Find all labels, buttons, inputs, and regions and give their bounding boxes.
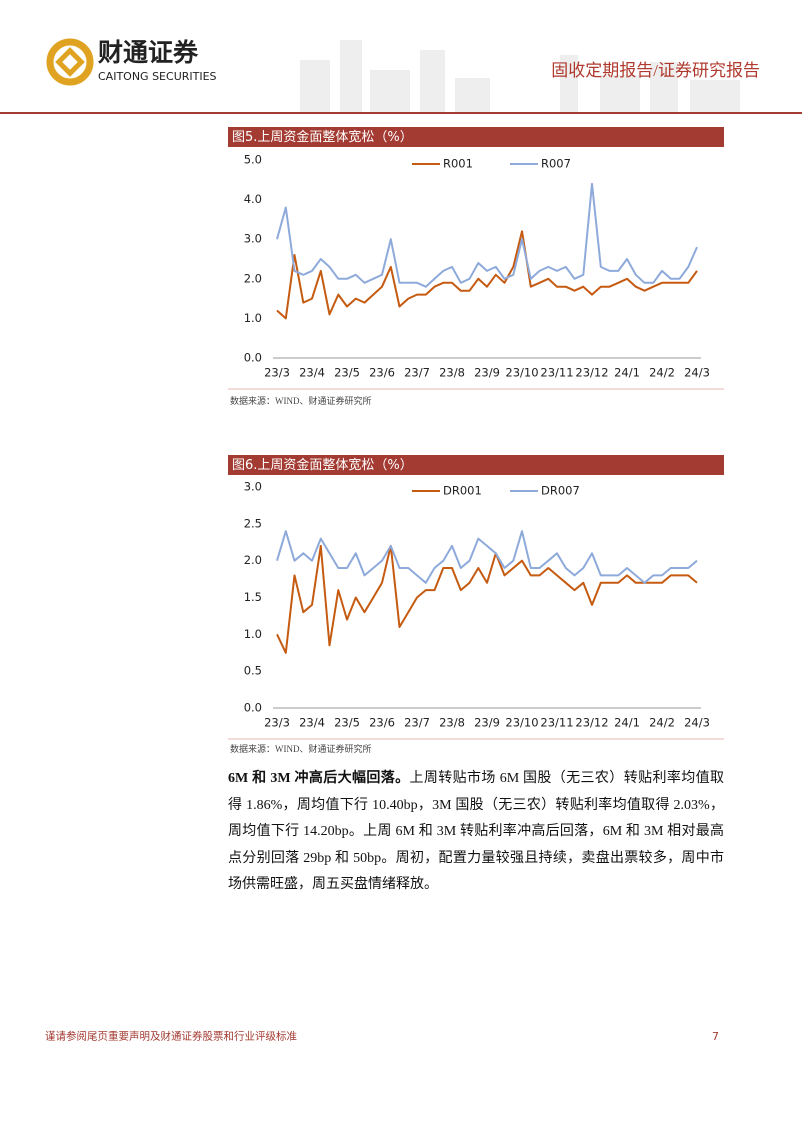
x-tick-label: 23/8 [439, 366, 465, 380]
x-tick-label: 23/11 [540, 716, 573, 730]
skyline [300, 40, 740, 112]
company-name: 财通证券 [98, 38, 199, 67]
figure-title-bar [228, 127, 724, 147]
x-tick-label: 23/5 [334, 716, 360, 730]
y-tick-label: 3.0 [244, 232, 262, 246]
x-tick-label: 23/10 [505, 716, 538, 730]
company-name-en: CAITONG SECURITIES [98, 70, 217, 83]
x-tick-label: 24/1 [614, 716, 640, 730]
y-tick-label: 1.0 [244, 311, 262, 325]
y-tick-label: 3.0 [244, 480, 262, 494]
x-tick-label: 23/12 [575, 716, 608, 730]
figure-title: 图6.上周资金面整体宽松（%） [232, 457, 413, 473]
x-tick-label: 24/2 [649, 716, 675, 730]
y-tick-label: 5.0 [244, 153, 262, 167]
y-tick-label: 1.0 [244, 627, 262, 641]
x-tick-label: 23/8 [439, 716, 465, 730]
x-tick-label: 23/3 [264, 366, 290, 380]
y-tick-label: 0.0 [244, 351, 262, 365]
page-number: 7 [712, 1030, 719, 1043]
y-tick-label: 0.0 [244, 701, 262, 715]
y-tick-label: 2.0 [244, 553, 262, 567]
x-tick-label: 23/11 [540, 366, 573, 380]
x-tick-label: 23/4 [299, 716, 325, 730]
y-tick-label: 1.5 [244, 590, 262, 604]
x-tick-label: 23/12 [575, 366, 608, 380]
x-tick-label: 23/7 [404, 716, 430, 730]
y-tick-label: 2.0 [244, 271, 262, 285]
series-line [276, 530, 698, 584]
source-note: 数据来源：WIND、财通证券研究所 [230, 395, 372, 406]
x-tick-label: 23/7 [404, 366, 430, 380]
x-tick-label: 24/1 [614, 366, 640, 380]
series-line [276, 230, 698, 320]
source-note: 数据来源：WIND、财通证券研究所 [230, 743, 372, 754]
x-tick-label: 24/3 [684, 716, 710, 730]
x-tick-label: 23/5 [334, 366, 360, 380]
x-tick-label: 23/3 [264, 716, 290, 730]
y-tick-label: 4.0 [244, 192, 262, 206]
figure-title-bar [228, 455, 724, 475]
legend-label: R001 [443, 157, 473, 171]
legend-label: DR007 [541, 484, 580, 498]
legend-label: DR001 [443, 484, 482, 498]
x-tick-label: 24/2 [649, 366, 675, 380]
paragraph: 上周转贴市场 6M 国股（无三农）转贴利率均值取得 1.86%，周均值下行 10… [228, 771, 724, 892]
y-tick-label: 2.5 [244, 516, 262, 530]
figure-title: 图5.上周资金面整体宽松（%） [232, 129, 413, 145]
body-text: 6M 和 3M 冲高后大幅回落。上周转贴市场 6M 国股（无三农）转贴利率均值取… [228, 766, 724, 899]
lead: 6M 和 3M 冲高后大幅回落。 [228, 771, 410, 786]
y-tick-label: 0.5 [244, 664, 262, 678]
x-tick-label: 23/9 [474, 716, 500, 730]
report-type: 固收定期报告/证券研究报告 [551, 61, 760, 80]
series-line [276, 544, 698, 654]
x-tick-label: 23/9 [474, 366, 500, 380]
x-tick-label: 23/6 [369, 366, 395, 380]
x-tick-label: 23/4 [299, 366, 325, 380]
x-tick-label: 24/3 [684, 366, 710, 380]
legend-label: R007 [541, 157, 571, 171]
x-tick-label: 23/10 [505, 366, 538, 380]
logo [46, 38, 94, 86]
series-line [276, 182, 698, 288]
x-tick-label: 23/6 [369, 716, 395, 730]
disclaimer: 谨请参阅尾页重要声明及财通证券股票和行业评级标准 [45, 1029, 297, 1042]
